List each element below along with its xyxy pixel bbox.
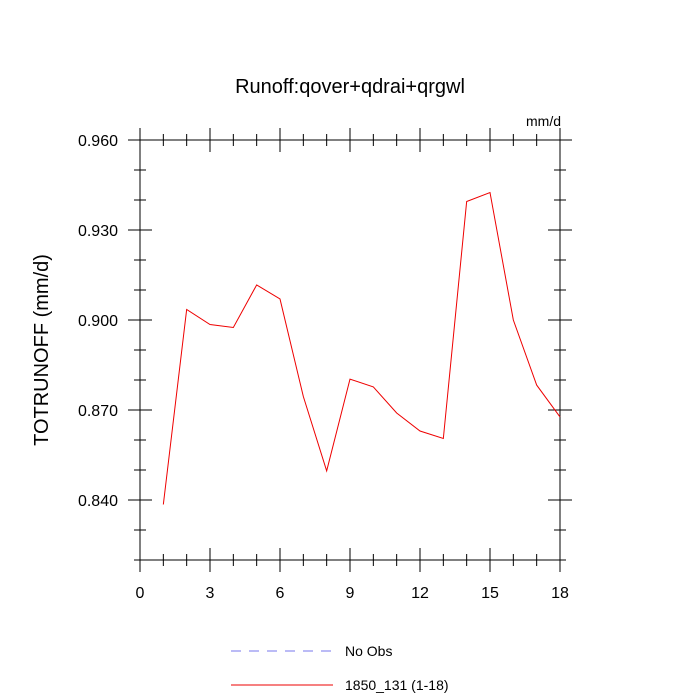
tick-labels: 0 3 6 9 12 15 18 0.840 0.870 0.900 0.930 0.960	[78, 133, 569, 602]
plot-frame	[139, 139, 561, 561]
x-tick-label: 0	[136, 585, 145, 602]
y-axis-label: TOTRUNOFF (mm/d)	[31, 254, 53, 446]
x-tick-label: 15	[481, 585, 499, 602]
units-label: mm/d	[526, 113, 561, 129]
x-tick-label: 12	[411, 585, 429, 602]
y-tick-label: 0.900	[78, 313, 118, 330]
series-layer	[162, 191, 561, 505]
x-tick-label: 18	[551, 585, 569, 602]
axis-ticks	[128, 128, 572, 572]
series-line-1	[162, 191, 561, 505]
y-tick-label: 0.930	[78, 223, 118, 240]
y-tick-label: 0.960	[78, 133, 118, 150]
x-tick-label: 9	[346, 585, 355, 602]
x-tick-label: 6	[276, 585, 285, 602]
y-tick-label: 0.870	[78, 403, 118, 420]
legend-label-0: No Obs	[345, 643, 392, 659]
chart-title: Runoff:qover+qdrai+qrgwl	[235, 76, 465, 98]
y-tick-label: 0.840	[78, 493, 118, 510]
legend: No Obs 1850_131 (1-18)	[231, 643, 449, 693]
x-tick-label: 3	[206, 585, 215, 602]
legend-label-1: 1850_131 (1-18)	[345, 677, 449, 693]
